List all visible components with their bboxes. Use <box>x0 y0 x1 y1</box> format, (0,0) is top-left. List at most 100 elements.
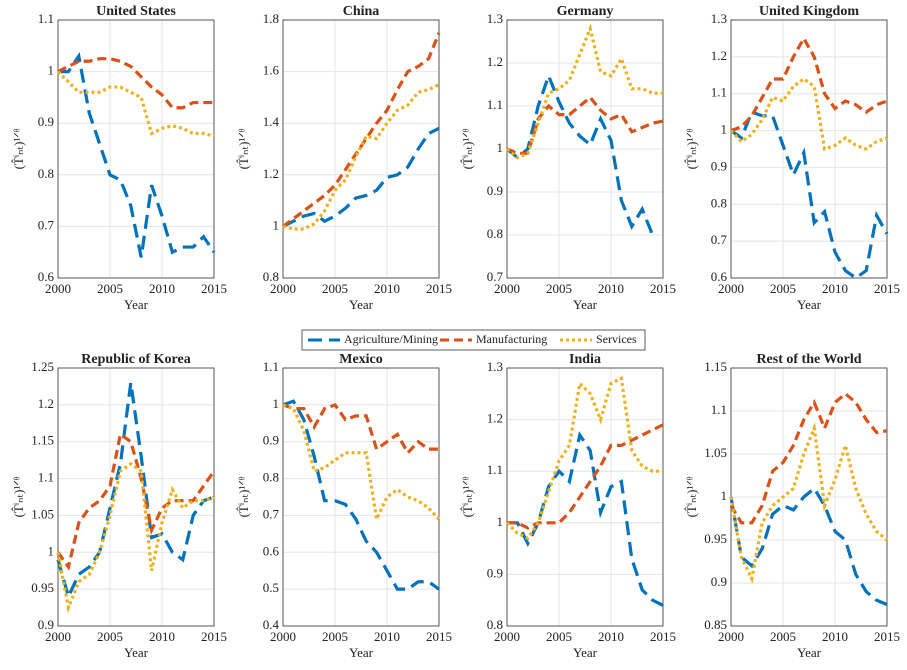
x-tick-label: 2005 <box>322 281 348 296</box>
series-line <box>57 57 214 110</box>
x-tick-label: 2000 <box>718 629 744 644</box>
series-line <box>56 461 215 614</box>
y-tick-label: 1 <box>497 514 504 529</box>
y-tick-label: 0.8 <box>487 617 503 632</box>
y-axis-label: (T̂ⁱₙₜ)¹ᐟᶿ <box>460 476 475 517</box>
x-tick-label: 2005 <box>97 281 123 296</box>
series-line <box>507 431 664 607</box>
x-tick-label: 2010 <box>374 281 400 296</box>
y-tick-label: 1.3 <box>487 11 503 26</box>
x-tick-label: 2010 <box>598 281 624 296</box>
y-axis-label: (T̂ⁱₙₜ)¹ᐟᶿ <box>460 128 475 169</box>
series-line <box>729 391 888 525</box>
y-tick-label: 1.1 <box>263 359 279 374</box>
x-tick-label: 2010 <box>149 629 175 644</box>
x-axis-label: Year <box>573 297 598 312</box>
y-tick-label: 1.25 <box>31 359 54 374</box>
y-tick-label: 0.8 <box>38 166 54 181</box>
x-tick-label: 2015 <box>874 629 900 644</box>
y-tick-label: 1.2 <box>711 48 727 63</box>
y-tick-label: 0.7 <box>487 269 504 284</box>
y-tick-label: 0.9 <box>487 565 503 580</box>
y-tick-label: 1.1 <box>38 11 54 26</box>
y-tick-label: 1 <box>721 488 728 503</box>
series-line <box>505 71 655 236</box>
series-line <box>56 431 216 571</box>
chart-title: United States <box>96 4 176 19</box>
x-tick-label: 2005 <box>770 629 796 644</box>
chart-title: United Kingdom <box>759 4 859 19</box>
x-tick-label: 2015 <box>426 629 452 644</box>
y-tick-label: 1.05 <box>704 445 727 460</box>
x-tick-label: 2015 <box>201 281 227 296</box>
x-tick-label: 2010 <box>149 281 175 296</box>
y-tick-label: 1.8 <box>263 11 279 26</box>
x-tick-label: 2010 <box>374 629 400 644</box>
x-tick-label: 2015 <box>650 629 676 644</box>
series-line <box>507 423 664 530</box>
y-tick-label: 0.4 <box>263 617 280 632</box>
chart-title: Mexico <box>339 352 383 367</box>
y-tick-label: 0.9 <box>38 617 54 632</box>
series-line <box>282 83 440 231</box>
y-tick-label: 1.2 <box>38 396 54 411</box>
series-line <box>282 402 439 456</box>
legend-label: Services <box>596 332 637 346</box>
y-tick-label: 0.7 <box>711 232 728 247</box>
y-tick-label: 1 <box>497 140 504 155</box>
y-tick-label: 1.1 <box>38 470 54 485</box>
y-tick-label: 0.85 <box>704 617 727 632</box>
y-tick-label: 0.9 <box>487 183 503 198</box>
x-tick-label: 2000 <box>494 281 520 296</box>
series-line <box>506 95 664 155</box>
x-tick-label: 2010 <box>822 629 848 644</box>
axes-box <box>57 19 215 279</box>
chart-title: Germany <box>557 4 614 19</box>
x-tick-label: 2005 <box>546 281 572 296</box>
y-tick-label: 1.2 <box>487 411 503 426</box>
y-tick-label: 0.6 <box>711 269 728 284</box>
x-axis-label: Year <box>797 297 822 312</box>
x-tick-label: 2000 <box>270 629 296 644</box>
series-line <box>282 32 441 228</box>
y-tick-label: 1 <box>721 122 728 137</box>
x-tick-label: 2000 <box>718 281 744 296</box>
series-line <box>730 35 888 133</box>
y-tick-label: 0.9 <box>711 158 727 173</box>
legend: Agriculture/Mining Manufacturing Services <box>301 329 646 351</box>
legend-label: Agriculture/Mining <box>344 332 438 346</box>
legend-box <box>301 329 646 351</box>
x-axis-label: Year <box>573 645 598 660</box>
x-axis-label: Year <box>797 645 822 660</box>
axes-box <box>730 19 888 279</box>
y-tick-label: 1.2 <box>263 166 279 181</box>
y-tick-label: 1 <box>48 63 55 78</box>
y-tick-label: 0.95 <box>31 580 54 595</box>
y-tick-label: 1.2 <box>487 54 503 69</box>
series-line <box>505 375 663 541</box>
x-tick-label: 2015 <box>650 281 676 296</box>
y-tick-label: 0.8 <box>263 269 279 284</box>
y-tick-label: 1 <box>48 543 55 558</box>
y-tick-label: 1 <box>273 217 280 232</box>
x-tick-label: 2005 <box>770 281 796 296</box>
x-tick-label: 2000 <box>45 281 71 296</box>
x-tick-label: 2015 <box>201 629 227 644</box>
y-axis-label: (T̂ⁱₙₜ)¹ᐟᶿ <box>11 128 26 169</box>
y-tick-label: 1.3 <box>711 11 727 26</box>
x-axis-label: Year <box>349 297 374 312</box>
y-tick-label: 1.05 <box>31 506 54 521</box>
series-line <box>282 399 440 591</box>
x-axis-label: Year <box>349 645 374 660</box>
series-line <box>56 382 215 602</box>
y-tick-label: 0.6 <box>263 543 280 558</box>
y-tick-label: 0.9 <box>38 114 54 129</box>
x-tick-label: 2005 <box>546 629 572 644</box>
y-tick-label: 1.15 <box>31 433 54 448</box>
x-tick-label: 2005 <box>322 629 348 644</box>
y-axis-label: (T̂ⁱₙₜ)¹ᐟᶿ <box>236 476 251 517</box>
axes-box <box>506 367 664 627</box>
chart-title: India <box>569 352 601 367</box>
y-tick-label: 0.95 <box>704 531 727 546</box>
